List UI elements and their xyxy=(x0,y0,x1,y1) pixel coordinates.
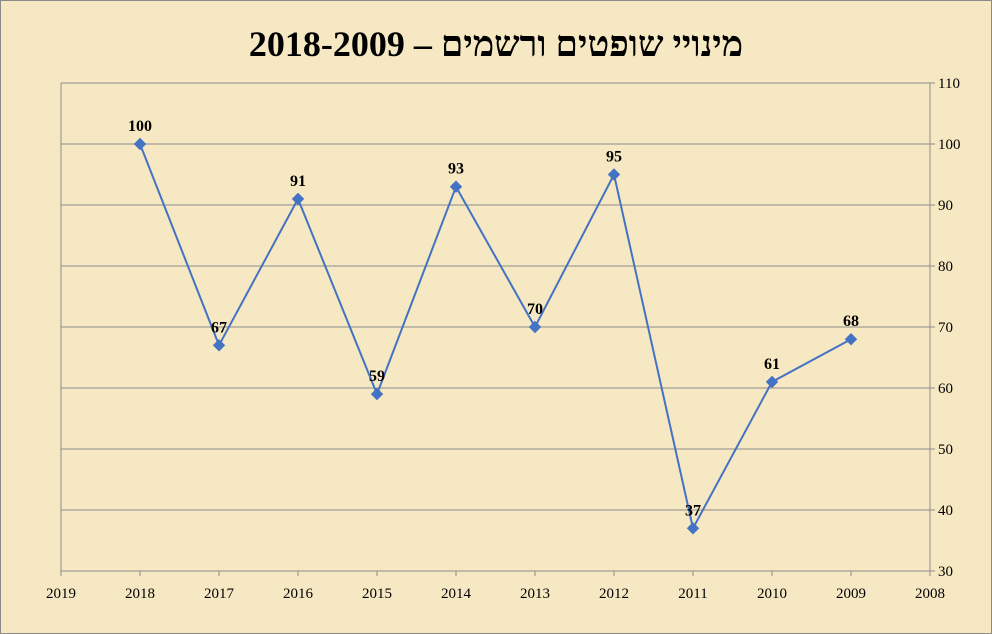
y-tick-label: 60 xyxy=(938,381,953,397)
x-tick-label: 2019 xyxy=(46,586,76,602)
x-tick-label: 2011 xyxy=(678,586,707,602)
x-tick-label: 2018 xyxy=(125,586,155,602)
x-tick-label: 2013 xyxy=(520,586,550,602)
x-tick-label: 2009 xyxy=(836,586,866,602)
x-tick-label: 2010 xyxy=(757,586,787,602)
data-point-marker xyxy=(765,375,779,389)
y-tick-label: 50 xyxy=(938,442,953,458)
data-point-marker xyxy=(291,192,305,206)
chart-title: מינויי שופטים ורשמים – 2018-2009 xyxy=(248,24,744,64)
data-label: 68 xyxy=(843,313,859,330)
y-tick-label: 80 xyxy=(938,259,953,275)
data-point-marker xyxy=(528,320,542,334)
x-tick-label: 2014 xyxy=(441,586,472,602)
data-label: 93 xyxy=(448,161,464,178)
series-line xyxy=(139,143,852,532)
y-tick-label: 30 xyxy=(938,564,953,580)
data-point-marker xyxy=(607,168,621,181)
data-point-marker xyxy=(844,332,858,346)
y-tick-label: 90 xyxy=(938,198,953,214)
data-label: 91 xyxy=(290,173,306,190)
data-point-marker xyxy=(133,137,147,151)
x-tick-label: 2015 xyxy=(362,586,392,602)
data-point-marker xyxy=(449,180,463,193)
data-label: 59 xyxy=(369,368,385,385)
y-tick-label: 70 xyxy=(938,320,953,336)
data-point-marker xyxy=(212,339,226,352)
y-tick-label: 100 xyxy=(938,137,961,153)
y-tick-label: 110 xyxy=(938,76,960,92)
data-label: 67 xyxy=(211,319,227,336)
x-tick-label: 2012 xyxy=(599,586,629,602)
x-tick-label: 2008 xyxy=(915,586,945,602)
data-point-marker xyxy=(370,387,384,401)
x-tick-label: 2016 xyxy=(283,586,314,602)
data-label: 100 xyxy=(128,118,152,135)
data-label: 61 xyxy=(764,356,780,373)
x-tick-label: 2017 xyxy=(204,586,235,602)
y-tick-label: 40 xyxy=(938,503,953,519)
data-label: 37 xyxy=(685,502,701,519)
data-label: 70 xyxy=(527,301,543,318)
data-point-marker xyxy=(686,522,700,535)
data-label: 95 xyxy=(606,149,622,166)
